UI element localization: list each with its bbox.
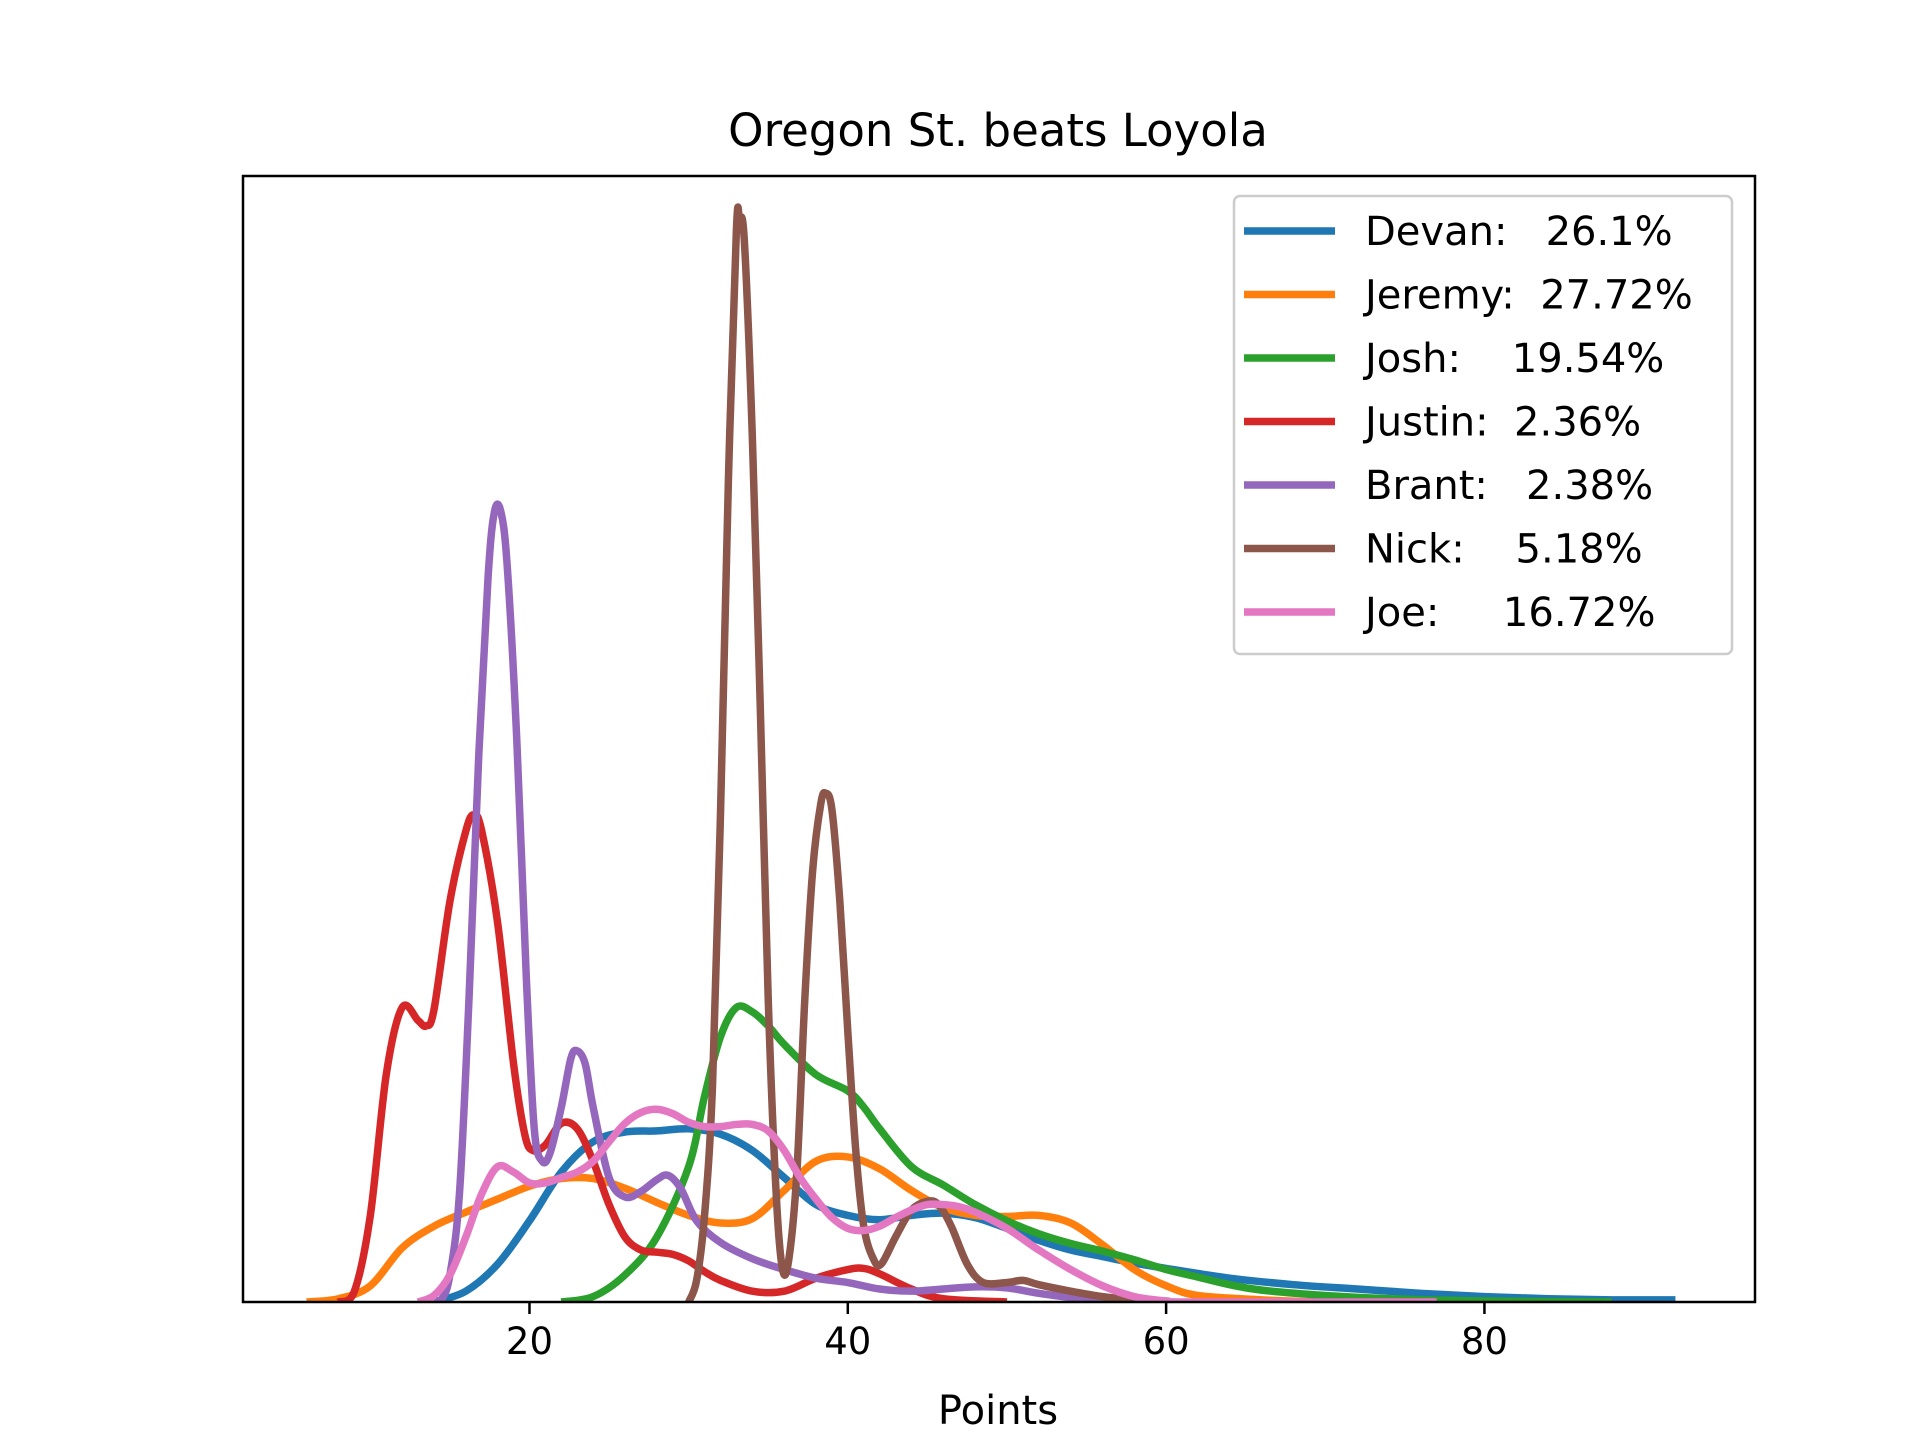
x-tick-label: 80: [1461, 1320, 1508, 1363]
series-layer: [306, 203, 1676, 1302]
legend-label-4: Justin: 2.36%: [1362, 400, 1641, 446]
x-axis-label: Points: [938, 1388, 1058, 1434]
series-line-7: [416, 1105, 1437, 1302]
legend-label-5: Brant: 2.38%: [1365, 463, 1653, 509]
plot-frame: [241, 174, 1757, 1304]
legend-label-2: Jeremy: 27.72%: [1362, 273, 1693, 319]
legend-label-1: Devan: 26.1%: [1365, 209, 1673, 255]
legend-label-3: Josh: 19.54%: [1362, 336, 1664, 382]
legend: Devan: 26.1% Jeremy: 27.72% Josh: 19.54% Ju…: [1232, 194, 1734, 656]
x-tick-label: 60: [1143, 1320, 1190, 1363]
x-tick-label: 40: [824, 1320, 871, 1363]
series-line-4: [336, 811, 1008, 1302]
x-axis: 20 40 60 80: [506, 1302, 1508, 1363]
legend-label-6: Nick: 5.18%: [1365, 527, 1643, 573]
series-line-3: [560, 1002, 1612, 1302]
legend-frame: [1232, 194, 1734, 656]
chart-title: Oregon St. beats Loyola: [728, 104, 1268, 157]
legend-label-7: Joe: 16.72%: [1362, 590, 1655, 636]
x-tick-label: 20: [506, 1320, 553, 1363]
series-line-6: [685, 203, 1167, 1302]
series-line-5: [432, 500, 1135, 1302]
